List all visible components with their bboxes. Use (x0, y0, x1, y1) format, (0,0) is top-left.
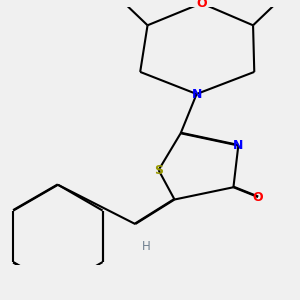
Text: O: O (253, 190, 263, 204)
Text: O: O (196, 0, 207, 10)
Text: H: H (142, 240, 151, 253)
Text: N: N (191, 88, 202, 100)
Text: N: N (233, 139, 244, 152)
Text: S: S (154, 164, 163, 177)
